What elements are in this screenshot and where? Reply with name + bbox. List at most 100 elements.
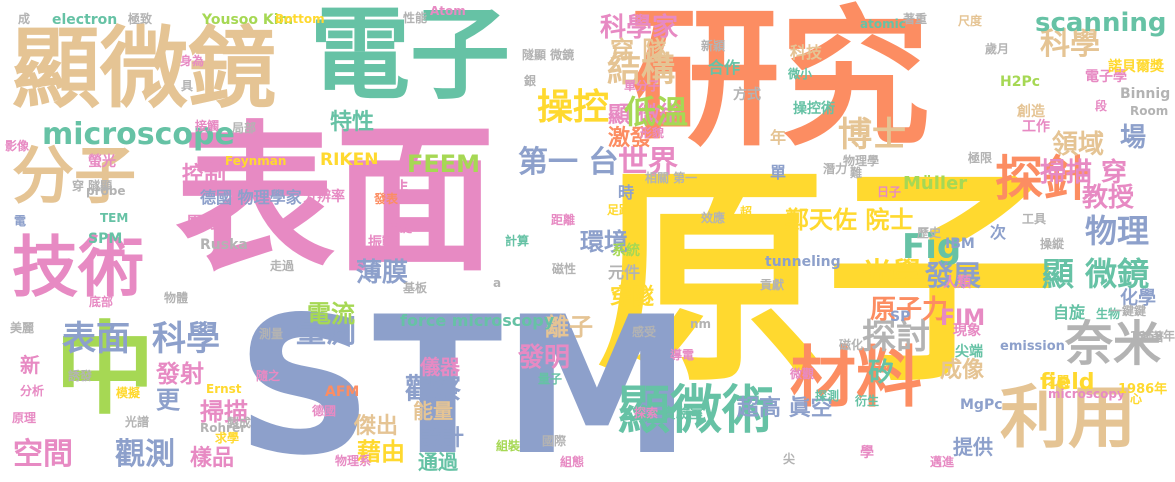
cloud-word: 物體 [164,291,189,305]
cloud-word: 貢獻 [760,278,785,292]
cloud-word: 德國 [312,404,337,418]
cloud-word: atomic [860,17,906,31]
cloud-word: 低溫 [624,93,689,131]
cloud-word: 求學 [215,431,240,445]
cloud-word: 原理 [12,411,37,425]
cloud-word: H2Pc [1000,74,1041,90]
cloud-word: 效應 [701,211,726,225]
cloud-word: 離子 [545,313,593,341]
cloud-word: 量測 [296,315,356,350]
cloud-word: 傑出 [354,414,399,439]
cloud-word: 創造 [1017,104,1045,120]
cloud-word: 磁化 [839,338,864,352]
cloud-word: 發射 [156,360,204,388]
cloud-word: 尖 [783,452,796,466]
cloud-word: 結構 [607,50,675,90]
cloud-word: 衍生 [855,394,880,408]
cloud-word: 性能 [403,11,428,25]
cloud-word: 樣品 [190,446,235,471]
cloud-word: FIM [940,306,986,331]
cloud-word: 分析 [20,384,45,398]
cloud-word: 銀 [524,74,537,88]
cloud-word: 形貌 [640,126,665,140]
cloud-word: 科技 [790,43,823,62]
cloud-word: 發明 [518,343,571,373]
cloud-word: 組態 [560,455,585,469]
cloud-word: 科學家 [600,13,679,43]
cloud-word: 電 [14,214,27,228]
cloud-word: 心 [1130,392,1143,406]
cloud-word: Fig [902,227,962,267]
cloud-word: 難 [850,166,863,180]
cloud-word: 底部 [89,295,114,309]
cloud-word: nm [690,317,712,331]
cloud-word: 原子力 [870,295,949,325]
cloud-word: 領域 [1052,130,1105,160]
cloud-word: 表面 [175,106,496,293]
cloud-word: 系統 [612,243,640,259]
cloud-word: 美麗 [10,321,35,335]
cloud-word: 導電 [670,348,695,362]
cloud-word: 計算 [505,234,530,248]
cloud-word: 距離 [551,213,576,227]
cloud-word: 化學 [1120,288,1156,309]
cloud-word: 工作 [1022,119,1050,135]
cloud-word: 操縱 [1040,237,1065,251]
cloud-word: 著重 [903,12,928,26]
cloud-word: Feynman [225,154,287,168]
cloud-word: 顯 微術 [608,103,682,128]
cloud-word: MgPc [960,397,1003,413]
cloud-word: 原子 [596,146,1057,413]
cloud-word: a [493,276,502,290]
cloud-word: 探測 [815,389,840,403]
cloud-word: 設計 [420,426,465,451]
cloud-word: 更 [156,386,180,414]
cloud-word: 日子 [877,185,902,199]
cloud-word: 物理系 [335,454,372,468]
cloud-word: 執著 [1140,330,1165,344]
cloud-word: 一鍵鍵 [1110,304,1147,318]
cloud-word: 超高 眞空 [737,396,833,421]
cloud-word: SP [890,309,911,325]
cloud-word: 門 [372,163,385,177]
cloud-word: Room [1130,104,1169,118]
cloud-word: 教授 [1082,183,1135,213]
cloud-word: 提供 [953,435,993,459]
cloud-word: 中 [55,311,155,428]
cloud-word: 身為 [180,54,205,68]
cloud-word: 1986年 [1118,382,1168,397]
cloud-word: 電子學 [1085,69,1127,85]
cloud-word: 控制 [182,163,227,188]
cloud-word: 世界 [618,145,678,180]
cloud-word: 操控術 [793,101,835,117]
cloud-word: 新 [20,353,40,377]
cloud-word: 超 [740,205,753,219]
cloud-word: Ernst [206,382,242,396]
cloud-word: 現象 [953,323,981,339]
cloud-word: 微小 [788,67,813,81]
cloud-word: 藉由 [357,438,405,466]
cloud-word: RIKEN [320,150,379,170]
cloud-word: 鄭天佐 院士 [785,206,914,234]
cloud-word: 單鍵 [388,221,413,235]
cloud-word: Atom [430,4,466,18]
cloud-word: 人類 [943,275,971,291]
cloud-word: 感受 [632,325,657,339]
cloud-word: 觀測 [115,437,175,472]
cloud-word: 穿 隧 [610,36,667,64]
cloud-word: Rohrer [200,421,247,435]
cloud-word: 局部 [232,121,257,135]
cloud-word: 極致 [128,12,153,26]
cloud-word: 隧顯 微鏡 [522,48,575,62]
cloud-word: 激發 [608,126,653,151]
cloud-word: 環境 [580,228,628,256]
cloud-word: 成 [18,12,31,26]
cloud-word: 走過 [270,259,295,273]
cloud-word: 操控 [537,87,610,128]
cloud-word: 顯微術 [618,381,775,441]
cloud-word: 磁性 [552,262,577,276]
cloud-word: 國際 [542,434,567,448]
cloud-word: force microscopy [400,311,555,330]
cloud-word: 影像 [5,139,30,153]
cloud-word: 探索 [634,406,659,420]
